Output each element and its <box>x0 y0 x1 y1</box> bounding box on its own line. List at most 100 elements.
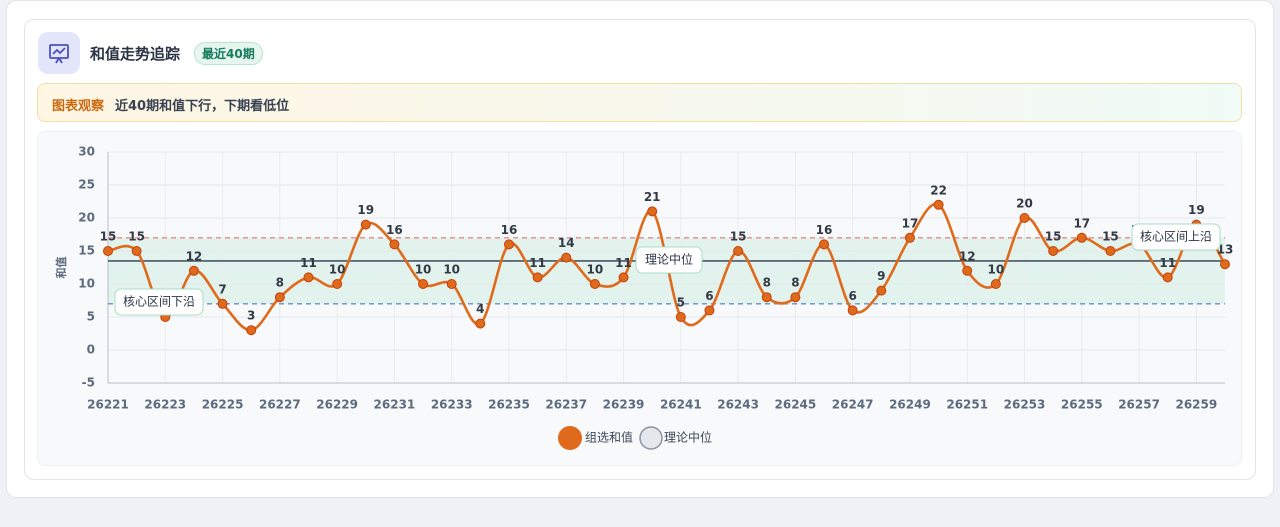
x-tick-label: 26241 <box>660 398 702 412</box>
y-axis-label: 和值 <box>54 257 68 279</box>
x-tick-label: 26233 <box>431 398 473 412</box>
data-label: 13 <box>1217 243 1234 257</box>
y-tick-label: 5 <box>87 310 95 324</box>
y-tick-label: 25 <box>78 178 95 192</box>
title: 和值走势追踪 <box>90 45 181 63</box>
data-label: 15 <box>100 230 117 244</box>
data-point <box>418 279 429 289</box>
data-point <box>990 279 1001 289</box>
data-point <box>847 305 858 316</box>
y-tick-label: 15 <box>78 244 95 258</box>
data-label: 17 <box>902 216 919 230</box>
badge: 最近40期 <box>194 42 263 65</box>
x-tick-label: 26251 <box>946 398 988 412</box>
x-tick-label: 26223 <box>144 398 186 412</box>
data-label: 10 <box>587 263 604 277</box>
data-point <box>274 292 285 303</box>
x-tick-label: 26239 <box>603 398 645 412</box>
data-label: 17 <box>1073 216 1090 230</box>
data-point <box>819 239 830 250</box>
x-tick-label: 26229 <box>316 398 358 412</box>
observation-label: 图表观察 <box>52 99 105 114</box>
data-label: 12 <box>959 249 976 263</box>
annotation-label: 核心区间上沿 <box>1140 230 1212 244</box>
data-label: 19 <box>357 203 374 217</box>
data-label: 4 <box>476 302 484 316</box>
legend-swatch <box>639 426 663 450</box>
x-tick-label: 26245 <box>775 398 817 412</box>
data-point <box>618 272 629 283</box>
data-label: 11 <box>300 256 317 270</box>
data-point <box>704 305 715 316</box>
annotation-label: 理论中位 <box>645 252 693 267</box>
x-tick-label: 26237 <box>545 398 587 412</box>
data-label: 19 <box>1188 203 1205 217</box>
observation: 图表观察 近40期和值下行，下期看低位 <box>37 83 1242 122</box>
x-tick-label: 26243 <box>717 398 759 412</box>
data-label: 6 <box>705 289 713 303</box>
x-tick-label: 26231 <box>374 398 416 412</box>
data-point <box>332 279 343 289</box>
data-point <box>1048 246 1059 256</box>
data-label: 21 <box>644 190 661 204</box>
data-label: 14 <box>558 236 575 250</box>
annotation-label: 核心区间下沿 <box>123 295 195 309</box>
x-tick-label: 26255 <box>1061 398 1103 412</box>
data-label: 15 <box>1045 230 1062 244</box>
data-label: 15 <box>128 230 145 244</box>
data-label: 16 <box>501 223 518 237</box>
data-point <box>1019 213 1030 223</box>
data-point <box>1162 272 1173 283</box>
x-tick-label: 26247 <box>832 398 874 412</box>
data-label: 12 <box>186 249 203 263</box>
x-tick-label: 26253 <box>1004 398 1046 412</box>
data-label: 16 <box>386 223 403 237</box>
x-tick-label: 26235 <box>488 398 530 412</box>
x-tick-label: 26257 <box>1118 398 1160 412</box>
legend-label: 理论中位 <box>664 430 712 445</box>
annotation-box <box>114 288 204 316</box>
annotation-box <box>1131 223 1221 251</box>
data-point <box>503 239 514 250</box>
data-point <box>246 325 257 336</box>
data-point <box>475 318 486 329</box>
y-tick-label: 30 <box>78 145 95 159</box>
data-label: 7 <box>218 282 226 296</box>
data-label: 22 <box>930 183 947 197</box>
data-label: 11 <box>529 256 546 270</box>
data-point <box>1076 232 1087 243</box>
data-point <box>1220 259 1230 270</box>
chart-icon <box>38 32 80 74</box>
annotation-box <box>635 246 703 274</box>
x-tick-label: 26249 <box>889 398 931 412</box>
data-point <box>131 246 142 256</box>
data-label: 11 <box>615 256 632 270</box>
data-label: 8 <box>276 276 284 290</box>
x-tick-label: 26221 <box>87 398 129 412</box>
data-point <box>904 232 915 243</box>
data-point <box>303 272 314 283</box>
observation-text: 近40期和值下行，下期看低位 <box>115 99 290 114</box>
data-label: 16 <box>816 223 833 237</box>
y-tick-label: 20 <box>78 211 95 225</box>
data-point <box>561 252 572 263</box>
data-label: 10 <box>988 263 1005 277</box>
x-tick-label: 26227 <box>259 398 301 412</box>
data-point <box>962 265 973 276</box>
x-tick-label: 26259 <box>1175 398 1217 412</box>
y-tick-label: -5 <box>82 376 95 390</box>
x-tick-label: 26225 <box>202 398 244 412</box>
data-point <box>532 272 543 283</box>
data-label: 3 <box>247 309 255 323</box>
data-label: 5 <box>677 296 685 310</box>
data-label: 8 <box>763 276 771 290</box>
data-label: 11 <box>1159 256 1176 270</box>
data-label: 8 <box>791 276 799 290</box>
data-point <box>446 279 457 289</box>
data-point <box>188 265 199 276</box>
data-label: 15 <box>730 230 747 244</box>
data-point <box>1105 246 1116 256</box>
data-label: 10 <box>443 263 460 277</box>
